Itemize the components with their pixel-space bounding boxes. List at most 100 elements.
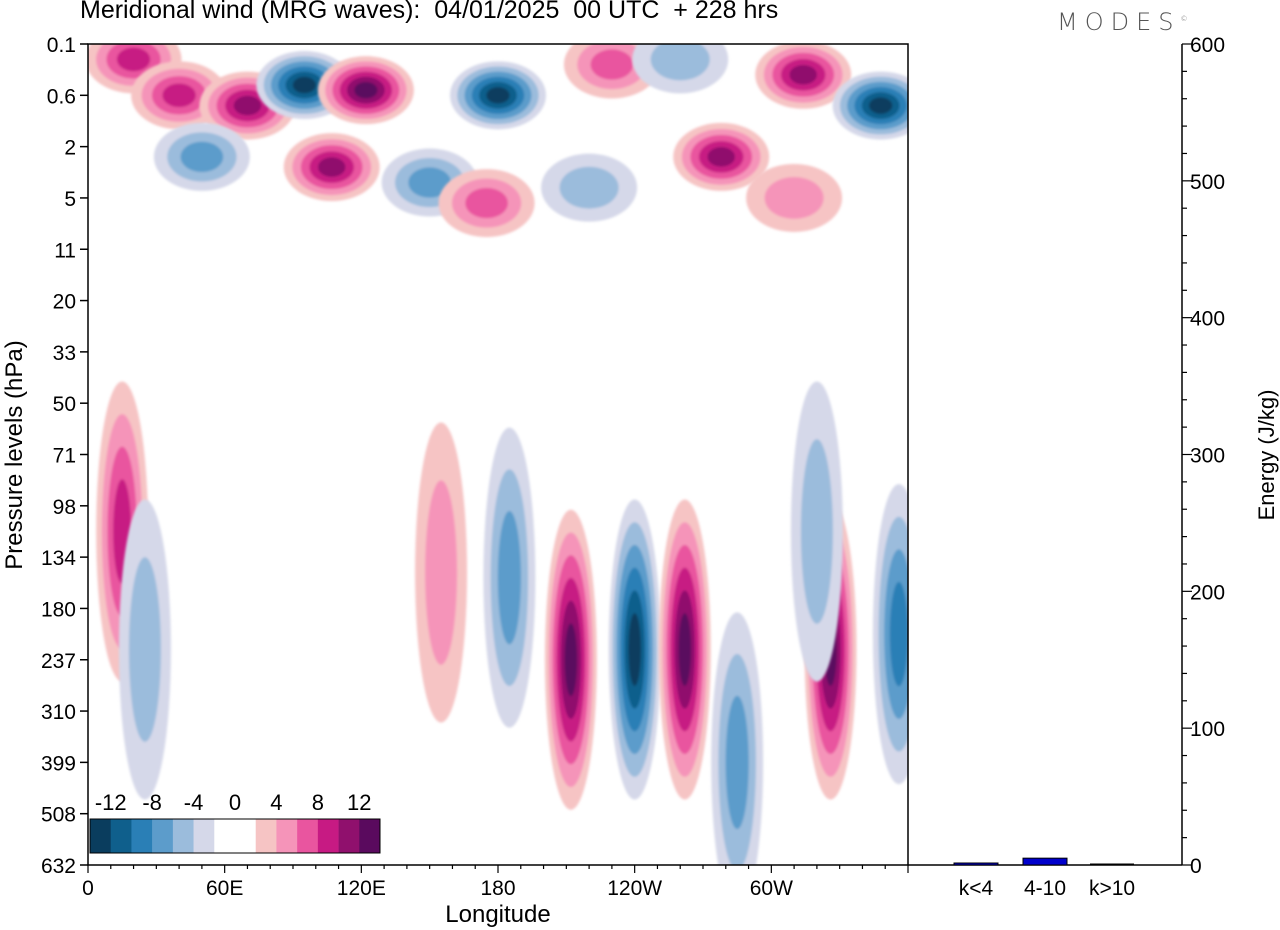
x-tick-label: 120E xyxy=(337,877,386,900)
pressure-axis: 0.1 0.6 2 5 11 20 33 50 71 98 134 180 237 310 399 508 63… xyxy=(41,34,88,878)
x-tick-label: 180 xyxy=(480,877,515,900)
energy-category-label: 4-10 xyxy=(1024,877,1066,900)
y-tick-label: 20 xyxy=(53,291,76,314)
y-tick-label: 0.6 xyxy=(47,85,76,108)
colorbar-swatch xyxy=(193,819,215,853)
y-tick-label: 632 xyxy=(41,855,76,878)
contour-level xyxy=(559,166,619,209)
contour-level xyxy=(725,695,749,830)
energy-tick-label: 600 xyxy=(1190,34,1225,57)
colorbar-label: -12 xyxy=(95,790,127,815)
contour-blob xyxy=(755,44,852,109)
colorbar-label: 4 xyxy=(270,790,282,815)
colorbar-label: 0 xyxy=(229,790,241,815)
contour-blob xyxy=(283,133,380,202)
contour-blob xyxy=(832,71,908,140)
contour-blob xyxy=(483,427,536,728)
contour-blob xyxy=(544,509,597,810)
contour-level xyxy=(564,623,578,697)
x-tick-label: 120W xyxy=(607,877,662,900)
colorbar-label: -8 xyxy=(142,790,162,815)
colorbar-swatch xyxy=(255,819,277,853)
x-tick-label: 60E xyxy=(206,877,243,900)
contour-blob xyxy=(711,612,764,865)
contour-level xyxy=(162,83,196,108)
energy-category-label: k<4 xyxy=(959,877,994,900)
y-tick-label: 180 xyxy=(41,598,76,621)
colorbar-swatch xyxy=(317,819,339,853)
energy-category-label: k>10 xyxy=(1089,877,1135,900)
y-tick-label: 508 xyxy=(41,804,76,827)
energy-tick-label: 0 xyxy=(1190,855,1202,878)
energy-axis-label: Energy (J/kg) xyxy=(1254,390,1279,521)
contour-blob xyxy=(608,499,661,800)
contour-level xyxy=(590,49,634,80)
contour-blob xyxy=(746,163,843,232)
contour-blob xyxy=(118,499,171,800)
x-tick-label: 0 xyxy=(82,877,94,900)
y-tick-label: 2 xyxy=(64,137,76,160)
contour-blob xyxy=(438,169,535,238)
contour-level xyxy=(628,613,641,686)
contour-level xyxy=(425,480,458,665)
energy-tick-label: 400 xyxy=(1190,308,1225,331)
y-tick-label: 237 xyxy=(41,650,76,673)
colorbar-swatch xyxy=(214,819,236,853)
x-axis-label: Longitude xyxy=(445,901,550,928)
energy-tick-label: 200 xyxy=(1190,581,1225,604)
contour-blob xyxy=(415,422,468,723)
contour-blob xyxy=(658,499,711,800)
contour-blob xyxy=(790,381,843,682)
contour-level xyxy=(789,65,817,85)
y-tick-label: 310 xyxy=(41,701,76,724)
contour-field xyxy=(88,44,908,865)
longitude-axis: 0 60E 120E 180 120W 60W xyxy=(82,865,909,900)
y-tick-label: 50 xyxy=(53,393,76,416)
energy-tick-label: 500 xyxy=(1190,171,1225,194)
colorbar-swatch xyxy=(297,819,319,853)
y-tick-label: 399 xyxy=(41,752,76,775)
contour-level xyxy=(116,47,151,72)
colorbar-swatch xyxy=(152,819,174,853)
contour-blob xyxy=(317,56,414,125)
contour-level xyxy=(128,557,161,742)
chart-title: Meridional wind (MRG waves): 04/01/2025 … xyxy=(80,0,779,24)
contour-blob xyxy=(673,122,770,191)
contour-level xyxy=(497,510,521,645)
contour-level xyxy=(869,97,893,114)
colorbar-frame xyxy=(89,818,381,854)
colorbar-label: 12 xyxy=(347,790,371,815)
colorbar-swatch xyxy=(359,819,381,853)
colorbar-swatch xyxy=(276,819,298,853)
contour-level xyxy=(800,439,833,624)
contour-level xyxy=(764,177,824,219)
contour-level xyxy=(707,147,735,167)
energy-bar xyxy=(1022,857,1068,866)
x-tick-label: 60W xyxy=(750,877,793,900)
contour-blob xyxy=(632,44,729,94)
y-tick-label: 11 xyxy=(54,239,76,262)
y-tick-label: 33 xyxy=(53,342,76,365)
contour-level xyxy=(233,95,262,116)
y-tick-label: 5 xyxy=(64,188,76,211)
colorbar-labels: -12 -8 -4 0 4 8 12 xyxy=(95,790,372,815)
contour-level xyxy=(465,187,508,219)
y-tick-label: 71 xyxy=(53,445,76,468)
y-tick-label: 98 xyxy=(53,496,76,519)
colorbar-swatch xyxy=(131,819,153,853)
energy-tick-label: 300 xyxy=(1190,445,1225,468)
contour-level xyxy=(318,157,346,177)
y-axis-label: Pressure levels (hPa) xyxy=(1,340,28,569)
contour-level xyxy=(889,581,908,687)
energy-axis: 0 100 200 300 400 500 600 xyxy=(1182,34,1225,878)
contour-level xyxy=(486,87,510,104)
colorbar-swatch xyxy=(172,819,194,853)
y-tick-label: 134 xyxy=(41,547,76,570)
energy-bar xyxy=(953,862,999,866)
brand-logo: MODES© xyxy=(1057,8,1188,36)
contour-level xyxy=(292,76,317,94)
colorbar xyxy=(89,818,381,854)
contour-level xyxy=(650,44,710,81)
energy-bars: k<4 4-10 k>10 xyxy=(953,857,1135,900)
